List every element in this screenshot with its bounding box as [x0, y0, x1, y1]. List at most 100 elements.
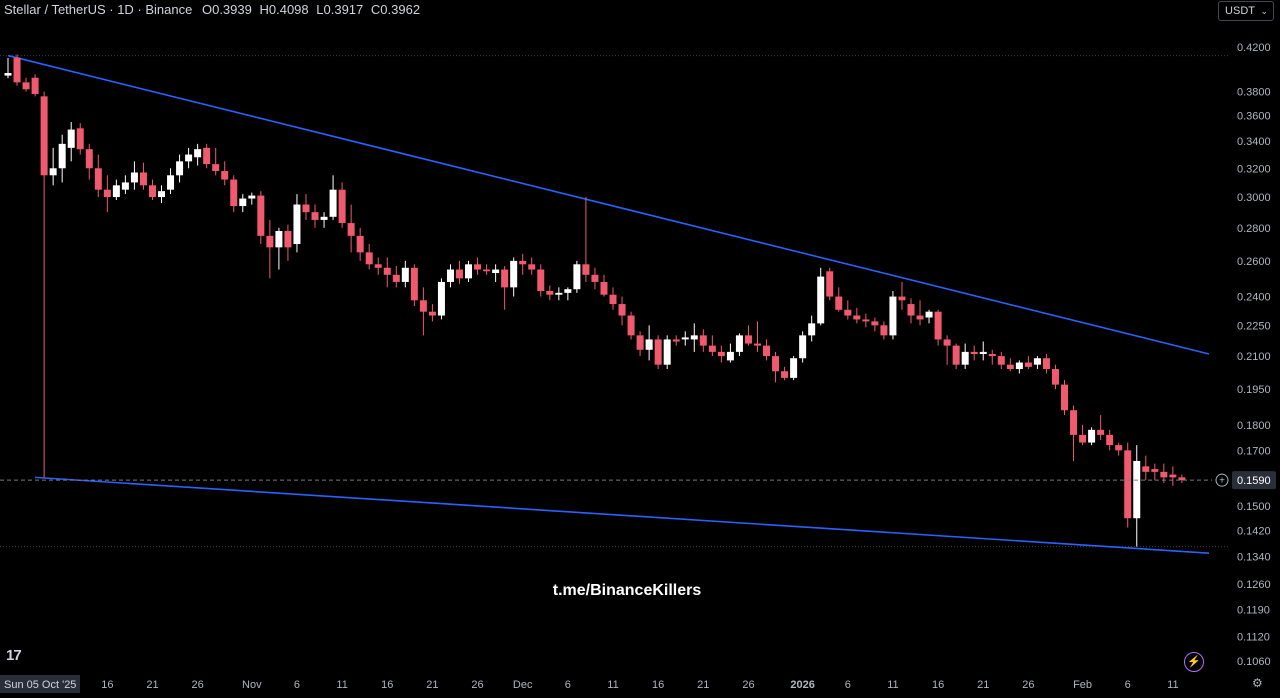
- candle-body: [49, 168, 57, 176]
- candle: [510, 257, 518, 297]
- candle-body: [456, 269, 463, 279]
- lightning-icon[interactable]: ⚡: [1184, 652, 1204, 672]
- candle-body: [627, 315, 635, 336]
- time-tick-label: 11: [336, 679, 347, 691]
- candle: [158, 185, 166, 204]
- candle: [275, 227, 283, 270]
- price-tick-label: 0.4200: [1237, 42, 1271, 54]
- time-tick-label: 11: [1167, 679, 1178, 691]
- candle: [916, 300, 924, 326]
- candle: [1070, 405, 1078, 461]
- candle-body: [194, 149, 202, 158]
- candle-body: [139, 172, 147, 186]
- candle: [880, 321, 888, 340]
- candle-body: [239, 198, 247, 207]
- candle-body: [1142, 466, 1150, 472]
- candle: [726, 343, 734, 363]
- plus-icon: +: [1219, 476, 1225, 487]
- candle: [699, 329, 707, 352]
- candle: [130, 161, 138, 190]
- currency-label: USDT: [1225, 5, 1255, 17]
- currency-button[interactable]: USDT ⌄: [1218, 1, 1274, 21]
- candle: [537, 264, 545, 297]
- tradingview-logo[interactable]: 17: [6, 647, 22, 664]
- candle: [347, 204, 355, 253]
- candle: [546, 285, 554, 301]
- candle: [988, 349, 996, 365]
- candle-body: [465, 264, 473, 279]
- candle-body: [781, 371, 789, 378]
- candle-body: [212, 164, 220, 172]
- candle-body: [934, 311, 942, 340]
- candle: [925, 309, 933, 324]
- price-tick-label: 0.2100: [1237, 351, 1271, 363]
- candle-body: [853, 315, 861, 320]
- time-tick-label: Dec: [513, 679, 533, 691]
- candle: [1051, 364, 1059, 390]
- candle-body: [167, 175, 175, 190]
- candle: [934, 309, 942, 346]
- price-tick-label: 0.1950: [1237, 384, 1271, 396]
- candle-body: [483, 269, 491, 272]
- candle: [1133, 445, 1141, 547]
- candle: [148, 179, 156, 201]
- candle: [401, 260, 409, 288]
- gear-icon[interactable]: ⚙: [1252, 676, 1263, 690]
- candle-body: [121, 182, 129, 190]
- candle-body: [961, 351, 969, 365]
- candle: [979, 341, 987, 361]
- candle-body: [13, 57, 21, 83]
- candle: [1106, 429, 1114, 451]
- candle-body: [1115, 445, 1123, 451]
- candle-body: [708, 345, 716, 352]
- chevron-down-icon: ⌄: [1260, 6, 1268, 16]
- candle-body: [907, 304, 915, 316]
- time-tick-label: 16: [932, 679, 944, 691]
- candle: [717, 345, 725, 363]
- candle: [763, 339, 771, 361]
- candle: [474, 257, 482, 275]
- time-tick-label: 6: [565, 679, 571, 691]
- candle-body: [248, 195, 256, 199]
- candle-body: [338, 189, 346, 224]
- candle-body: [284, 231, 292, 248]
- open-value: 0.3939: [212, 2, 252, 17]
- symbol-title[interactable]: Stellar / TetherUS · 1D · Binance: [4, 2, 193, 17]
- candle: [636, 331, 644, 357]
- candle: [356, 227, 364, 261]
- candle: [4, 57, 12, 79]
- candle-body: [790, 358, 798, 378]
- candle: [311, 204, 319, 228]
- candle: [374, 257, 382, 275]
- candle-body: [185, 154, 193, 162]
- candle-body: [419, 300, 427, 312]
- candle: [600, 274, 608, 297]
- candle: [1169, 466, 1177, 486]
- candle: [49, 147, 57, 186]
- candle-body: [817, 276, 825, 324]
- price-tick-label: 0.2400: [1237, 292, 1271, 304]
- candle-body: [103, 189, 111, 198]
- candle: [970, 345, 978, 361]
- time-tick-label: 21: [146, 679, 158, 691]
- candle: [519, 254, 527, 275]
- candle-body: [898, 296, 906, 301]
- candle: [564, 287, 572, 301]
- candle-body: [772, 356, 780, 372]
- candle: [13, 54, 21, 86]
- candle-body: [392, 274, 400, 282]
- candle-body: [230, 179, 238, 207]
- candle-body: [744, 335, 752, 344]
- candle-body: [844, 309, 852, 316]
- candle: [139, 162, 147, 190]
- time-tick-label: 21: [697, 679, 709, 691]
- reference-lines: [0, 55, 1230, 548]
- candle-body: [85, 149, 93, 169]
- candle-body: [94, 168, 102, 190]
- candle: [221, 161, 229, 186]
- candle: [744, 325, 752, 346]
- candle: [862, 313, 870, 328]
- price-tick-label: 0.3200: [1237, 163, 1271, 175]
